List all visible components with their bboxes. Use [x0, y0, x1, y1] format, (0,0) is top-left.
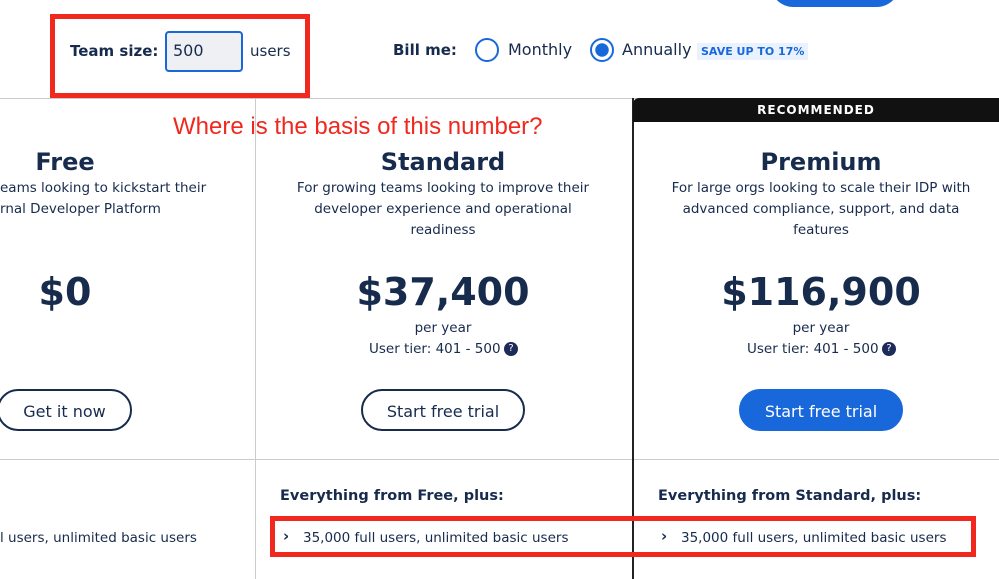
help-icon[interactable]: ?	[882, 342, 896, 356]
plan-description: developer experience and operational	[314, 201, 572, 217]
highlight-box	[270, 516, 976, 557]
plan-name: Premium	[760, 148, 882, 176]
chevron: ›	[661, 527, 668, 545]
price: $0	[38, 270, 92, 314]
divider	[255, 98, 256, 579]
save-badge: SAVE UP TO 17%	[697, 43, 809, 60]
divider	[632, 98, 634, 579]
plan-description: advanced compliance, support, and data	[682, 201, 960, 217]
feature: l users, unlimited basic users	[0, 530, 197, 546]
plan-description: eams looking to kickstart their	[0, 180, 207, 196]
plan-button[interactable]: Start free trial	[361, 389, 525, 431]
radio-label: Monthly	[508, 40, 573, 59]
annotation: Where is the basis of this number?	[173, 113, 543, 140]
team-size-input[interactable]: 500	[165, 31, 243, 72]
plan-description: features	[793, 222, 849, 238]
features-heading: Everything from Free, plus:	[280, 488, 504, 504]
plan-description: rnal Developer Platform	[0, 201, 161, 217]
plan-button[interactable]: Start free trial	[739, 389, 903, 431]
radio[interactable]	[475, 38, 499, 62]
plan-name: Standard	[380, 148, 506, 176]
feature: 35,000 full users, unlimited basic users	[681, 530, 947, 546]
plan-description: readiness	[410, 222, 476, 238]
divider	[0, 459, 999, 460]
plan-name: Free	[35, 148, 95, 176]
bill-label: Bill me:	[393, 41, 457, 59]
user-tier: User tier: 401 - 500	[369, 341, 501, 357]
price: $37,400	[356, 270, 530, 314]
plan-description: For large orgs looking to scale their ID…	[671, 180, 971, 196]
chevron: ›	[283, 527, 290, 545]
radio-selected[interactable]	[590, 38, 614, 62]
features-heading: Everything from Standard, plus:	[658, 488, 922, 504]
radio-label: Annually	[622, 40, 692, 59]
highlight-box	[50, 14, 310, 98]
price-period: per year	[414, 320, 472, 336]
user-tier: User tier: 401 - 500	[747, 341, 879, 357]
help-icon[interactable]: ?	[504, 342, 518, 356]
top-button[interactable]	[770, 0, 900, 7]
recommended-badge: RECOMMENDED	[633, 98, 999, 122]
team-size-unit: users	[250, 42, 291, 60]
plan-button[interactable]: Get it now	[0, 389, 132, 431]
plan-description: For growing teams looking to improve the…	[296, 180, 590, 196]
price: $116,900	[721, 270, 921, 314]
divider	[0, 98, 999, 99]
team-size-label: Team size:	[70, 42, 159, 60]
price-period: per year	[792, 320, 850, 336]
feature: 35,000 full users, unlimited basic users	[303, 530, 569, 546]
